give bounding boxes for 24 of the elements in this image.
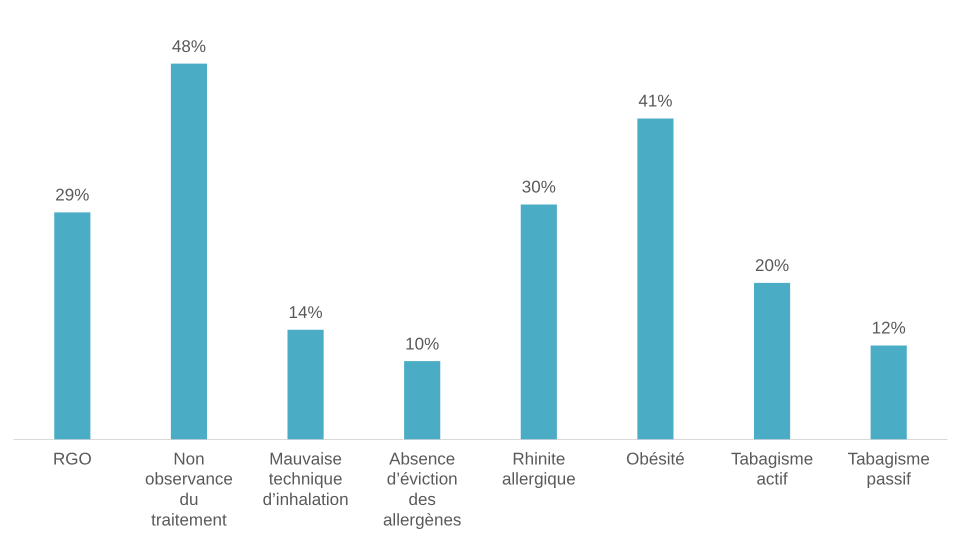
data-label: 10% xyxy=(405,334,440,354)
bar xyxy=(287,330,324,440)
x-tick-label: Mauvaise technique d’inhalation xyxy=(262,449,349,510)
x-tick-label: Obésité xyxy=(626,449,685,468)
bar xyxy=(637,118,674,440)
data-label: 20% xyxy=(755,256,790,276)
bar xyxy=(404,361,440,440)
x-tick-label: Non observance du traitement xyxy=(144,449,233,530)
data-label: 48% xyxy=(172,36,206,56)
bar xyxy=(870,345,907,440)
x-tick-label: Tabagisme passif xyxy=(848,449,930,489)
data-label: 41% xyxy=(638,92,672,111)
x-tick-label: Tabagisme actif xyxy=(730,449,814,489)
data-label: 30% xyxy=(522,178,556,197)
bar xyxy=(54,212,90,440)
data-label: 14% xyxy=(288,302,323,322)
x-tick-label: Absence d’éviction des allergènes xyxy=(382,449,462,530)
bar xyxy=(520,204,557,440)
x-tick-label: RGO xyxy=(52,449,92,468)
bar xyxy=(170,64,208,440)
data-label: 12% xyxy=(872,318,906,338)
data-label: 29% xyxy=(55,186,90,205)
bar xyxy=(754,282,790,440)
x-tick-label: Rhinite allergique xyxy=(502,449,576,489)
